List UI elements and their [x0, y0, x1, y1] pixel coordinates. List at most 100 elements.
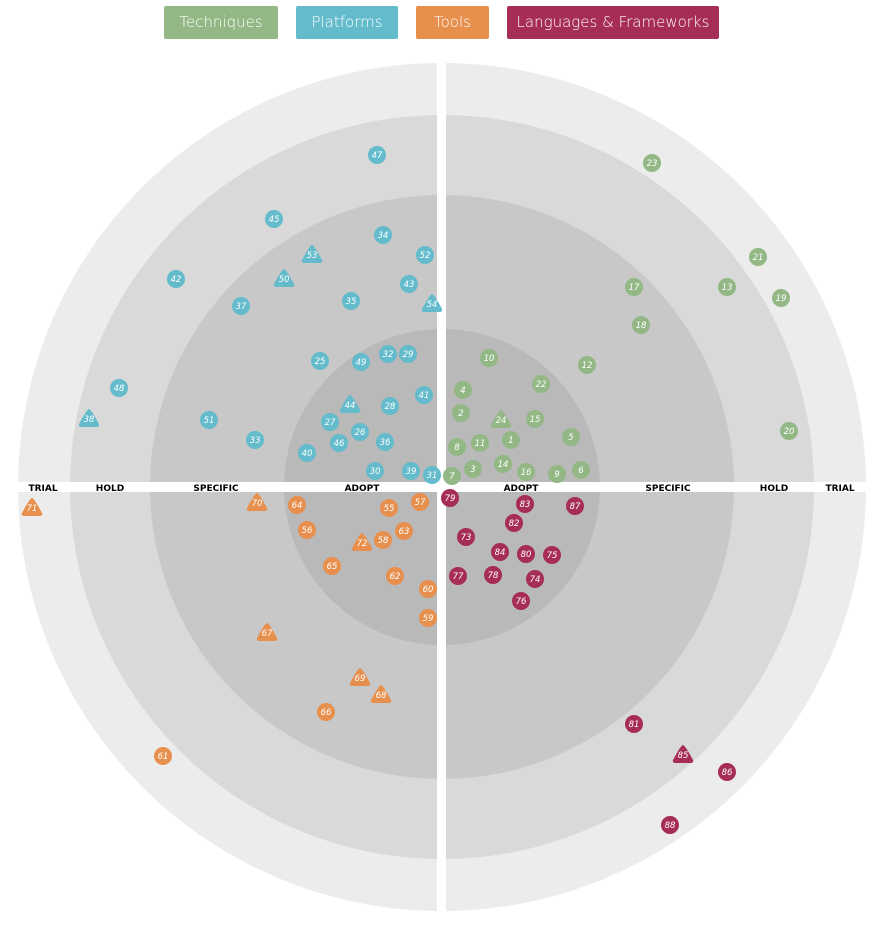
blip-85[interactable]: 85 — [672, 745, 694, 763]
blip-65[interactable]: 65 — [323, 557, 341, 575]
blip-12[interactable]: 12 — [578, 356, 596, 374]
blip-67[interactable]: 67 — [256, 623, 278, 641]
circle-blip-icon — [317, 703, 335, 721]
blip-16[interactable]: 16 — [517, 463, 535, 481]
blip-79[interactable]: 79 — [441, 489, 459, 507]
blip-18[interactable]: 18 — [632, 316, 650, 334]
blip-78[interactable]: 78 — [484, 566, 502, 584]
circle-blip-icon — [298, 444, 316, 462]
blip-14[interactable]: 14 — [494, 455, 512, 473]
blip-4[interactable]: 4 — [454, 381, 472, 399]
blip-48[interactable]: 48 — [110, 379, 128, 397]
blip-45[interactable]: 45 — [265, 210, 283, 228]
legend-techniques-button[interactable]: Techniques — [164, 6, 278, 39]
blip-81[interactable]: 81 — [625, 715, 643, 733]
blip-59[interactable]: 59 — [419, 609, 437, 627]
blip-80[interactable]: 80 — [517, 545, 535, 563]
blip-66[interactable]: 66 — [317, 703, 335, 721]
blip-29[interactable]: 29 — [399, 345, 417, 363]
blip-55[interactable]: 55 — [380, 499, 398, 517]
blip-53[interactable]: 53 — [301, 245, 323, 263]
blip-7[interactable]: 7 — [443, 467, 461, 485]
blip-9[interactable]: 9 — [548, 465, 566, 483]
blip-49[interactable]: 49 — [352, 353, 370, 371]
blip-number: 82 — [509, 519, 520, 529]
blip-64[interactable]: 64 — [288, 496, 306, 514]
blip-60[interactable]: 60 — [419, 580, 437, 598]
blip-54[interactable]: 54 — [421, 294, 443, 312]
blip-56[interactable]: 56 — [298, 521, 316, 539]
blip-43[interactable]: 43 — [400, 275, 418, 293]
blip-70[interactable]: 70 — [246, 493, 268, 511]
blip-68[interactable]: 68 — [370, 685, 392, 703]
blip-25[interactable]: 25 — [311, 352, 329, 370]
blip-39[interactable]: 39 — [402, 462, 420, 480]
blip-76[interactable]: 76 — [512, 592, 530, 610]
blip-34[interactable]: 34 — [374, 226, 392, 244]
blip-41[interactable]: 41 — [415, 386, 433, 404]
blip-31[interactable]: 31 — [423, 466, 441, 484]
blip-50[interactable]: 50 — [273, 269, 295, 287]
blip-6[interactable]: 6 — [572, 461, 590, 479]
blip-75[interactable]: 75 — [543, 546, 561, 564]
blip-40[interactable]: 40 — [298, 444, 316, 462]
blip-35[interactable]: 35 — [342, 292, 360, 310]
blip-82[interactable]: 82 — [505, 514, 523, 532]
circle-blip-icon — [200, 411, 218, 429]
blip-88[interactable]: 88 — [661, 816, 679, 834]
blip-28[interactable]: 28 — [381, 397, 399, 415]
blip-71[interactable]: 71 — [21, 498, 43, 516]
blip-30[interactable]: 30 — [366, 462, 384, 480]
blip-8[interactable]: 8 — [448, 438, 466, 456]
blip-number: 83 — [520, 500, 531, 510]
blip-84[interactable]: 84 — [491, 543, 509, 561]
blip-38[interactable]: 38 — [78, 409, 100, 427]
blip-32[interactable]: 32 — [379, 345, 397, 363]
blip-27[interactable]: 27 — [321, 413, 339, 431]
blip-19[interactable]: 19 — [772, 289, 790, 307]
blip-17[interactable]: 17 — [625, 278, 643, 296]
blip-33[interactable]: 33 — [246, 431, 264, 449]
blip-72[interactable]: 72 — [351, 533, 373, 551]
blip-47[interactable]: 47 — [368, 146, 386, 164]
blip-77[interactable]: 77 — [449, 567, 467, 585]
blip-21[interactable]: 21 — [749, 248, 767, 266]
blip-24[interactable]: 24 — [490, 410, 512, 428]
blip-87[interactable]: 87 — [566, 497, 584, 515]
blip-26[interactable]: 26 — [351, 423, 369, 441]
blip-15[interactable]: 15 — [526, 410, 544, 428]
circle-blip-icon — [562, 428, 580, 446]
blip-3[interactable]: 3 — [464, 460, 482, 478]
blip-58[interactable]: 58 — [374, 531, 392, 549]
blip-86[interactable]: 86 — [718, 763, 736, 781]
blip-13[interactable]: 13 — [718, 278, 736, 296]
blip-11[interactable]: 11 — [471, 434, 489, 452]
blip-number: 5 — [568, 433, 573, 443]
blip-20[interactable]: 20 — [780, 422, 798, 440]
legend-platforms-button[interactable]: Platforms — [296, 6, 398, 39]
blip-83[interactable]: 83 — [516, 495, 534, 513]
blip-37[interactable]: 37 — [232, 297, 250, 315]
blip-74[interactable]: 74 — [526, 570, 544, 588]
blip-52[interactable]: 52 — [416, 246, 434, 264]
blip-51[interactable]: 51 — [200, 411, 218, 429]
blip-10[interactable]: 10 — [480, 349, 498, 367]
blip-69[interactable]: 69 — [349, 668, 371, 686]
blip-73[interactable]: 73 — [457, 528, 475, 546]
blip-46[interactable]: 46 — [330, 434, 348, 452]
blip-2[interactable]: 2 — [452, 404, 470, 422]
blip-63[interactable]: 63 — [395, 522, 413, 540]
blip-23[interactable]: 23 — [643, 154, 661, 172]
legend-tools-button[interactable]: Tools — [416, 6, 489, 39]
legend-languages-frameworks-button[interactable]: Languages & Frameworks — [507, 6, 719, 39]
blip-61[interactable]: 61 — [154, 747, 172, 765]
blip-36[interactable]: 36 — [376, 433, 394, 451]
blip-62[interactable]: 62 — [386, 567, 404, 585]
blip-22[interactable]: 22 — [532, 375, 550, 393]
blip-5[interactable]: 5 — [562, 428, 580, 446]
blip-1[interactable]: 1 — [502, 431, 520, 449]
blip-44[interactable]: 44 — [339, 395, 361, 413]
blip-57[interactable]: 57 — [411, 493, 429, 511]
circle-blip-icon — [154, 747, 172, 765]
blip-42[interactable]: 42 — [167, 270, 185, 288]
